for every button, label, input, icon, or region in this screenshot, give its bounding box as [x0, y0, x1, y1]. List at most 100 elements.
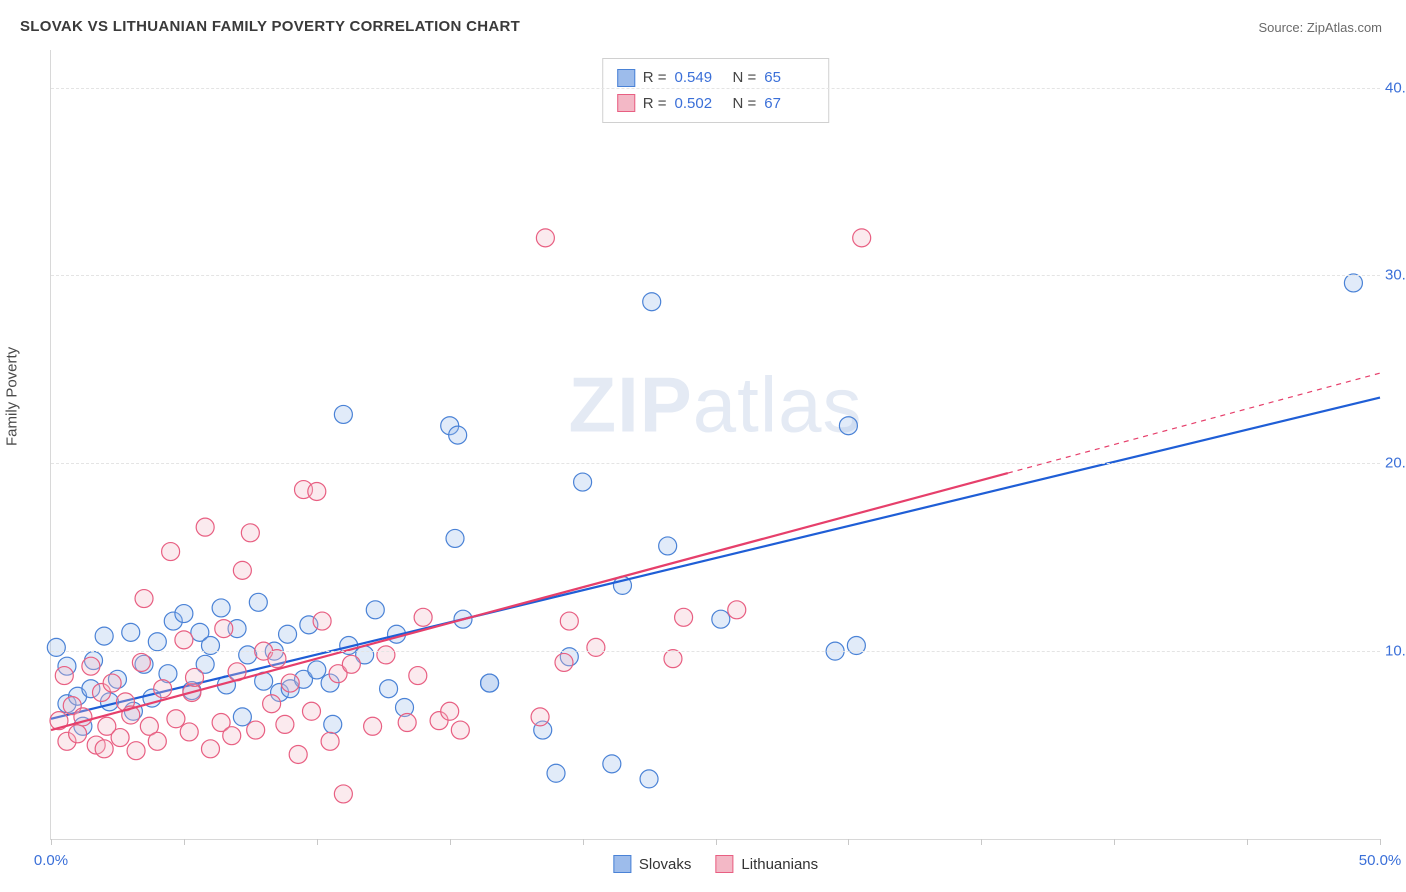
- data-point: [135, 590, 153, 608]
- y-tick-label: 10.0%: [1385, 643, 1406, 660]
- data-point: [659, 537, 677, 555]
- y-tick-label: 20.0%: [1385, 455, 1406, 472]
- data-point: [103, 674, 121, 692]
- legend-label-lithuanians: Lithuanians: [741, 856, 818, 873]
- grid-line: [51, 463, 1380, 464]
- data-point: [308, 482, 326, 500]
- data-point: [69, 725, 87, 743]
- data-point: [148, 633, 166, 651]
- data-point: [308, 661, 326, 679]
- data-point: [449, 426, 467, 444]
- data-point: [380, 680, 398, 698]
- x-tick: [1247, 839, 1248, 845]
- grid-line: [51, 88, 1380, 89]
- data-point: [603, 755, 621, 773]
- data-point: [547, 764, 565, 782]
- swatch-lithuanians: [617, 94, 635, 112]
- data-point: [241, 524, 259, 542]
- stats-row-lithuanians: R = 0.502 N = 67: [617, 91, 815, 117]
- data-point: [82, 657, 100, 675]
- stats-legend: R = 0.549 N = 65 R = 0.502 N = 67: [602, 58, 830, 123]
- data-point: [180, 723, 198, 741]
- data-point: [451, 721, 469, 739]
- data-point: [154, 680, 172, 698]
- n-value-lithuanians: 67: [764, 91, 814, 117]
- data-point: [233, 708, 251, 726]
- data-point: [839, 417, 857, 435]
- data-point: [643, 293, 661, 311]
- data-point: [247, 721, 265, 739]
- swatch-slovaks: [617, 69, 635, 87]
- data-point: [446, 529, 464, 547]
- x-tick: [51, 839, 52, 845]
- data-point: [1344, 274, 1362, 292]
- legend-label-slovaks: Slovaks: [639, 856, 692, 873]
- data-point: [95, 740, 113, 758]
- data-point: [313, 612, 331, 630]
- grid-line: [51, 275, 1380, 276]
- data-point: [186, 668, 204, 686]
- data-point: [276, 715, 294, 733]
- data-point: [302, 702, 320, 720]
- data-point: [574, 473, 592, 491]
- trend-line: [51, 398, 1380, 719]
- x-tick: [583, 839, 584, 845]
- data-point: [853, 229, 871, 247]
- data-point: [409, 667, 427, 685]
- data-point: [377, 646, 395, 664]
- data-point: [414, 608, 432, 626]
- data-point: [289, 745, 307, 763]
- data-point: [366, 601, 384, 619]
- data-point: [441, 702, 459, 720]
- y-axis-label: Family Poverty: [4, 347, 21, 446]
- x-tick: [450, 839, 451, 845]
- data-point: [640, 770, 658, 788]
- r-value-lithuanians: 0.502: [675, 91, 725, 117]
- data-point: [555, 653, 573, 671]
- chart-title: SLOVAK VS LITHUANIAN FAMILY POVERTY CORR…: [20, 18, 520, 35]
- data-point: [531, 708, 549, 726]
- data-point: [233, 561, 251, 579]
- trend-line: [51, 473, 1008, 730]
- data-point: [215, 620, 233, 638]
- grid-line: [51, 651, 1380, 652]
- y-tick-label: 40.0%: [1385, 79, 1406, 96]
- data-point: [162, 543, 180, 561]
- swatch-lithuanians: [715, 855, 733, 873]
- bottom-legend: Slovaks Lithuanians: [613, 855, 818, 873]
- data-point: [212, 599, 230, 617]
- data-point: [122, 623, 140, 641]
- x-tick: [848, 839, 849, 845]
- data-point: [268, 650, 286, 668]
- data-point: [321, 732, 339, 750]
- swatch-slovaks: [613, 855, 631, 873]
- data-point: [560, 612, 578, 630]
- data-point: [675, 608, 693, 626]
- data-point: [239, 646, 257, 664]
- data-point: [132, 653, 150, 671]
- data-point: [587, 638, 605, 656]
- data-point: [127, 742, 145, 760]
- plot-area: ZIPatlas R = 0.549 N = 65 R = 0.502 N = …: [50, 50, 1380, 840]
- data-point: [279, 625, 297, 643]
- data-point: [481, 674, 499, 692]
- x-tick-label: 50.0%: [1359, 852, 1402, 869]
- data-point: [263, 695, 281, 713]
- source-label: Source: ZipAtlas.com: [1258, 20, 1382, 35]
- data-point: [324, 715, 342, 733]
- data-point: [223, 727, 241, 745]
- data-point: [398, 714, 416, 732]
- data-point: [281, 674, 299, 692]
- data-point: [201, 740, 219, 758]
- data-point: [728, 601, 746, 619]
- x-tick: [317, 839, 318, 845]
- data-point: [47, 638, 65, 656]
- data-point: [55, 667, 73, 685]
- x-tick: [981, 839, 982, 845]
- data-point: [334, 405, 352, 423]
- legend-item-slovaks: Slovaks: [613, 855, 692, 873]
- data-point: [364, 717, 382, 735]
- trend-line-extrapolated: [1008, 373, 1380, 473]
- data-point: [175, 631, 193, 649]
- data-point: [148, 732, 166, 750]
